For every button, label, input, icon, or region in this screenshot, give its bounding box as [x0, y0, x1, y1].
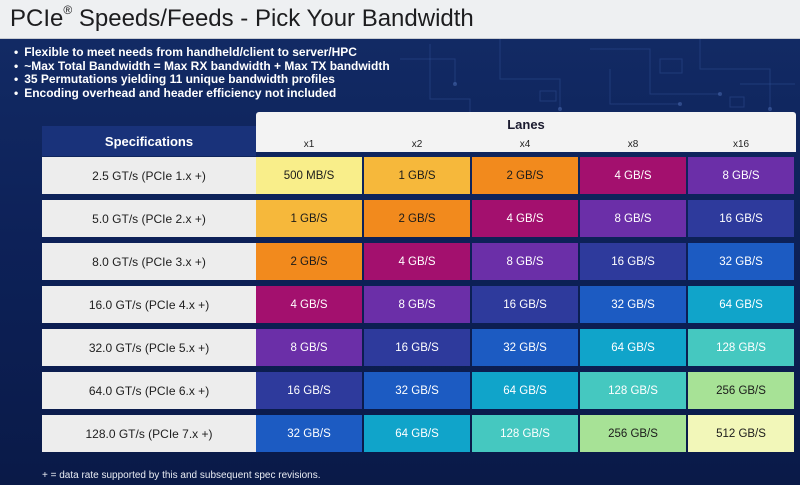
- title-rest: Speeds/Feeds - Pick Your Bandwidth: [72, 5, 474, 32]
- bandwidth-cell: 8 GB/S: [256, 329, 362, 366]
- table-row: 5.0 GT/s (PCIe 2.x +) 1 GB/S 2 GB/S 4 GB/S 8…: [42, 200, 796, 237]
- title-bar: PCIe® Speeds/Feeds - Pick Your Bandwidth: [0, 0, 800, 39]
- bandwidth-cell: 16 GB/S: [688, 200, 794, 237]
- spec-label: 8.0 GT/s (PCIe 3.x +): [42, 243, 256, 280]
- lane-header-x2: x2: [411, 139, 423, 150]
- bandwidth-cell: 32 GB/S: [256, 415, 362, 452]
- bandwidth-cell: 32 GB/S: [364, 372, 470, 409]
- registered-mark: ®: [63, 3, 73, 17]
- lane-header-x1: x1: [303, 139, 315, 150]
- bandwidth-cell: 32 GB/S: [688, 243, 794, 280]
- bullet-list: Flexible to meet needs from handheld/cli…: [14, 45, 390, 101]
- lane-header-x8: x8: [627, 139, 639, 150]
- bandwidth-cell: 512 GB/S: [688, 415, 794, 452]
- bandwidth-cell: 2 GB/S: [364, 200, 470, 237]
- table-row: 128.0 GT/s (PCIe 7.x +) 32 GB/S 64 GB/S 128…: [42, 415, 796, 452]
- bandwidth-cell: 4 GB/S: [256, 286, 362, 323]
- spec-label: 16.0 GT/s (PCIe 4.x +): [42, 286, 256, 323]
- spec-label: 128.0 GT/s (PCIe 7.x +): [42, 415, 256, 452]
- bandwidth-cell: 32 GB/S: [580, 286, 686, 323]
- specifications-header: Specifications: [42, 126, 256, 156]
- bandwidth-cell: 4 GB/S: [472, 200, 578, 237]
- lane-header-x4: x4: [519, 139, 531, 150]
- bandwidth-cell: 1 GB/S: [364, 157, 470, 194]
- page-title: PCIe® Speeds/Feeds - Pick Your Bandwidth: [10, 3, 474, 33]
- bandwidth-cell: 16 GB/S: [580, 243, 686, 280]
- lanes-header-panel: Lanes x1 x2 x4 x8 x16: [256, 112, 796, 152]
- spec-label: 32.0 GT/s (PCIe 5.x +): [42, 329, 256, 366]
- bullet-item: Flexible to meet needs from handheld/cli…: [14, 45, 390, 60]
- title-main: PCIe: [10, 5, 64, 32]
- bandwidth-cell: 4 GB/S: [580, 157, 686, 194]
- table-row: 16.0 GT/s (PCIe 4.x +) 4 GB/S 8 GB/S 16 GB/…: [42, 286, 796, 323]
- footnote: + = data rate supported by this and subs…: [42, 470, 321, 481]
- table-row: 64.0 GT/s (PCIe 6.x +) 16 GB/S 32 GB/S 64 G…: [42, 372, 796, 409]
- bandwidth-cell: 64 GB/S: [688, 286, 794, 323]
- bandwidth-cell: 2 GB/S: [472, 157, 578, 194]
- spec-label: 2.5 GT/s (PCIe 1.x +): [42, 157, 256, 194]
- bullet-item: ~Max Total Bandwidth = Max RX bandwidth …: [14, 59, 389, 74]
- bandwidth-cell: 16 GB/S: [256, 372, 362, 409]
- bandwidth-cell: 128 GB/S: [472, 415, 578, 452]
- bandwidth-cell: 2 GB/S: [256, 243, 362, 280]
- bandwidth-cell: 1 GB/S: [256, 200, 362, 237]
- bandwidth-cell: 8 GB/S: [688, 157, 794, 194]
- bandwidth-cell: 500 MB/S: [256, 157, 362, 194]
- lanes-header: Lanes: [507, 117, 545, 132]
- slide-body: Flexible to meet needs from handheld/cli…: [0, 39, 800, 485]
- bandwidth-cell: 64 GB/S: [580, 329, 686, 366]
- bandwidth-cell: 32 GB/S: [472, 329, 578, 366]
- bandwidth-cell: 16 GB/S: [364, 329, 470, 366]
- table-row: 8.0 GT/s (PCIe 3.x +) 2 GB/S 4 GB/S 8 GB/S 1…: [42, 243, 796, 280]
- bandwidth-cell: 256 GB/S: [580, 415, 686, 452]
- bandwidth-cell: 256 GB/S: [688, 372, 794, 409]
- table-row: 32.0 GT/s (PCIe 5.x +) 8 GB/S 16 GB/S 32 GB…: [42, 329, 796, 366]
- spec-label: 5.0 GT/s (PCIe 2.x +): [42, 200, 256, 237]
- spec-label: 64.0 GT/s (PCIe 6.x +): [42, 372, 256, 409]
- bandwidth-cell: 4 GB/S: [364, 243, 470, 280]
- bandwidth-cell: 128 GB/S: [688, 329, 794, 366]
- table-row: 2.5 GT/s (PCIe 1.x +) 500 MB/S 1 GB/S 2 GB/…: [42, 157, 796, 194]
- bullet-item: Encoding overhead and header efficiency …: [14, 86, 390, 101]
- bandwidth-cell: 8 GB/S: [472, 243, 578, 280]
- bandwidth-cell: 64 GB/S: [364, 415, 470, 452]
- lane-header-x16: x16: [732, 139, 750, 150]
- bandwidth-cell: 16 GB/S: [472, 286, 578, 323]
- bandwidth-cell: 64 GB/S: [472, 372, 578, 409]
- bandwidth-cell: 8 GB/S: [364, 286, 470, 323]
- bandwidth-cell: 8 GB/S: [580, 200, 686, 237]
- bullet-item: 35 Permutations yielding 11 unique bandw…: [14, 72, 390, 87]
- bandwidth-cell: 128 GB/S: [580, 372, 686, 409]
